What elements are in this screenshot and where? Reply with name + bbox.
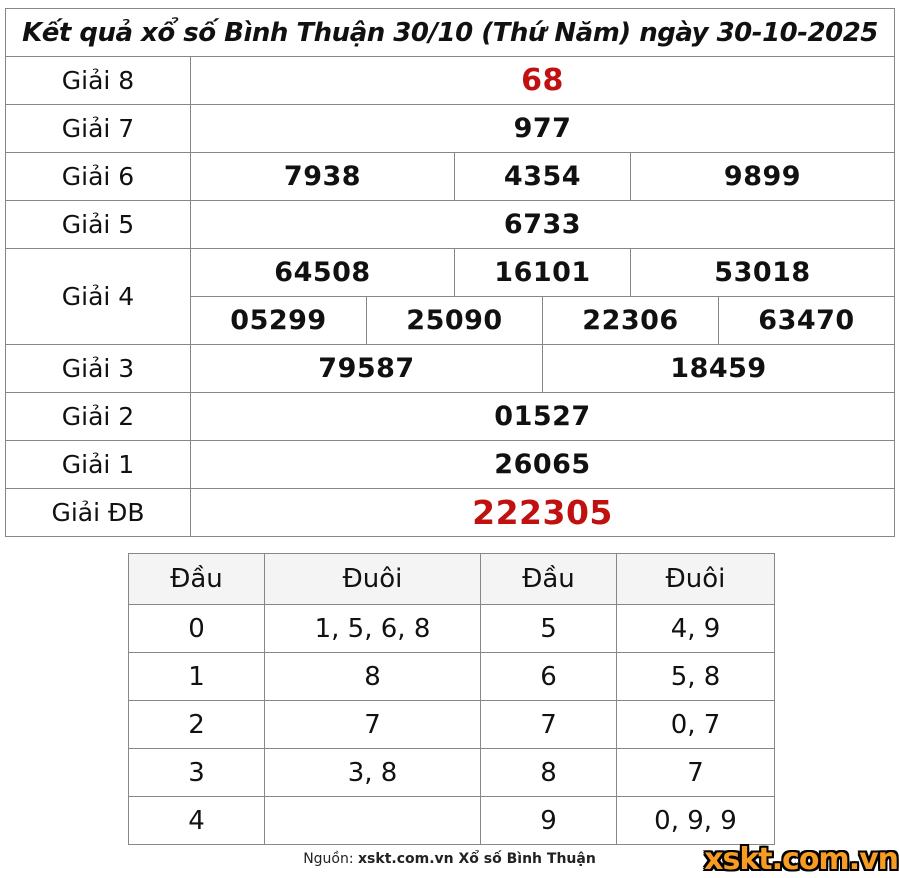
table-row: Giải 2 01527: [5, 392, 895, 441]
prize-value-g4-3: 53018: [630, 248, 895, 297]
ht-cell: 8: [264, 652, 481, 701]
prize-value-g3-2: 18459: [542, 344, 895, 393]
ht-cell: 7: [616, 748, 775, 797]
ht-cell: 3: [128, 748, 265, 797]
column-header-duoi-2: Đuôi: [616, 553, 775, 605]
prize-value-gdb: 222305: [190, 488, 895, 537]
prize-value-g8: 68: [190, 56, 895, 105]
table-row: 2 7 7 0, 7: [128, 700, 775, 749]
prize-value-g5: 6733: [190, 200, 895, 249]
ht-cell: 9: [480, 796, 617, 845]
prize-value-g2: 01527: [190, 392, 895, 441]
prize-label-g8: Giải 8: [5, 56, 191, 105]
source-attribution: Nguồn: xskt.com.vn Xổ số Bình Thuận: [0, 851, 899, 867]
ht-cell: 6: [480, 652, 617, 701]
prize-label-gdb: Giải ĐB: [5, 488, 191, 537]
prize-label-g3: Giải 3: [5, 344, 191, 393]
ht-cell: 0, 9, 9: [616, 796, 775, 845]
prize-label-g5: Giải 5: [5, 200, 191, 249]
ht-cell: [264, 796, 481, 845]
source-text: xskt.com.vn Xổ số Bình Thuận: [358, 851, 596, 867]
table-row: Kết quả xổ số Bình Thuận 30/10 (Thứ Năm)…: [5, 8, 895, 57]
table-row: Giải 6 7938 4354 9899: [5, 152, 895, 201]
table-row: Giải 4 64508 16101 53018: [5, 248, 895, 345]
column-header-dau-2: Đầu: [480, 553, 617, 605]
prize-value-g4-5: 25090: [366, 296, 543, 345]
table-row: 4 9 0, 9, 9: [128, 796, 775, 845]
prize-value-g4-2: 16101: [454, 248, 631, 297]
source-label: Nguồn:: [303, 851, 354, 867]
prize-value-g4-4: 05299: [190, 296, 367, 345]
prize-value-g1: 26065: [190, 440, 895, 489]
prize-value-g4-1: 64508: [190, 248, 455, 297]
ht-cell: 7: [480, 700, 617, 749]
table-row: 3 3, 8 8 7: [128, 748, 775, 797]
ht-cell: 0: [128, 604, 265, 653]
prize-value-g4-7: 63470: [718, 296, 895, 345]
ht-cell: 5, 8: [616, 652, 775, 701]
column-header-duoi-1: Đuôi: [264, 553, 481, 605]
prize-label-g4: Giải 4: [5, 248, 191, 345]
ht-cell: 4, 9: [616, 604, 775, 653]
ht-cell: 2: [128, 700, 265, 749]
table-row: 05299 25090 22306 63470: [6, 296, 895, 345]
prize-label-g6: Giải 6: [5, 152, 191, 201]
table-row: Giải 1 26065: [5, 440, 895, 489]
ht-cell: 4: [128, 796, 265, 845]
prize-value-g4-6: 22306: [542, 296, 719, 345]
prize-value-g6-2: 4354: [454, 152, 631, 201]
table-row: Giải 3 79587 18459: [5, 344, 895, 393]
ht-cell: 1: [128, 652, 265, 701]
xskt-logo[interactable]: xskt.com.vn: [704, 842, 899, 877]
table-row: Giải 5 6733: [5, 200, 895, 249]
ht-cell: 0, 7: [616, 700, 775, 749]
ht-cell: 5: [480, 604, 617, 653]
ht-cell: 3, 8: [264, 748, 481, 797]
table-row: Giải 8 68: [5, 56, 895, 105]
head-tail-table: Đầu Đuôi Đầu Đuôi 0 1, 5, 6, 8 5 4, 9 1 …: [128, 553, 775, 845]
page-title: Kết quả xổ số Bình Thuận 30/10 (Thứ Năm)…: [5, 8, 895, 57]
prize-label-g1: Giải 1: [5, 440, 191, 489]
prize-value-g3-1: 79587: [190, 344, 543, 393]
ht-cell: 1, 5, 6, 8: [264, 604, 481, 653]
prize-value-g7: 977: [190, 104, 895, 153]
table-row: 1 8 6 5, 8: [128, 652, 775, 701]
table-header-row: Đầu Đuôi Đầu Đuôi: [128, 553, 775, 605]
column-header-dau-1: Đầu: [128, 553, 265, 605]
prize-label-g2: Giải 2: [5, 392, 191, 441]
table-row: Giải 7 977: [5, 104, 895, 153]
table-row: 0 1, 5, 6, 8 5 4, 9: [128, 604, 775, 653]
ht-cell: 8: [480, 748, 617, 797]
table-row: Giải ĐB 222305: [5, 488, 895, 537]
lottery-results-table: Kết quả xổ số Bình Thuận 30/10 (Thứ Năm)…: [5, 8, 895, 537]
ht-cell: 7: [264, 700, 481, 749]
prize-label-g7: Giải 7: [5, 104, 191, 153]
prize-value-g6-3: 9899: [630, 152, 895, 201]
prize-value-g6-1: 7938: [190, 152, 455, 201]
